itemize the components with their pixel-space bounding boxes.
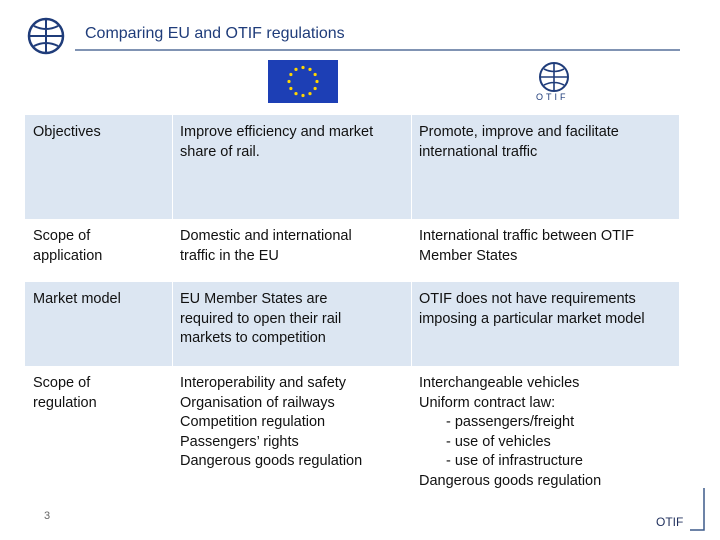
cell-line: markets to competition [180, 330, 326, 346]
star [294, 67, 298, 71]
cell-line: Interchangeable vehicles [419, 375, 580, 391]
page-number: 3 [44, 510, 51, 522]
cell-line: Scope of [33, 228, 91, 244]
cell-line: - use of vehicles [446, 433, 551, 450]
cell-line: international traffic [419, 143, 538, 160]
star [301, 65, 305, 70]
otif-logo-small [27, 17, 65, 55]
star [308, 67, 312, 71]
star [313, 86, 317, 91]
cell-line: Passengers’ rights [180, 433, 299, 450]
cell-line: Dangerous goods regulation [180, 453, 363, 469]
cell-line: Interoperability and safety [180, 375, 347, 391]
star [294, 92, 298, 96]
table-cell: Scope of application [25, 219, 172, 282]
table-cell: Market model [25, 282, 172, 366]
cell-line: imposing a particular market model [419, 310, 645, 327]
star [289, 72, 293, 77]
eu-flag [268, 60, 338, 103]
star [287, 79, 291, 84]
table-cell: Domestic and international traffic in the… [172, 219, 411, 282]
table-cell: EU Member States are required to open the… [172, 282, 411, 366]
cell-line: regulation [33, 394, 97, 411]
table-cell: Improve efficiency and market share of ra… [172, 115, 411, 219]
cell-line: EU Member States are [180, 291, 328, 307]
table-cell: OTIF does not have requirements imposing … [411, 282, 679, 366]
cell-line: traffic in the EU [180, 247, 279, 264]
footer-bracket [690, 488, 705, 531]
cell-line: share of rail. [180, 143, 260, 160]
star [308, 92, 312, 96]
cell-line: required to open their rail [180, 310, 342, 327]
footer-brand: OTIF [656, 515, 684, 529]
cell-line: - passengers/freight [446, 414, 575, 430]
star [315, 79, 319, 84]
cell-line: Competition regulation [180, 414, 326, 430]
cell-line: OTIF does not have requirements [419, 291, 636, 307]
star [313, 72, 317, 77]
table-cell: Scope of regulation [25, 366, 172, 490]
cell-line: Objectives [33, 124, 101, 140]
cell-line: International traffic between OTIF [419, 228, 634, 244]
table-cell: International traffic between OTIF Member… [411, 219, 679, 282]
cell-line: application [33, 247, 103, 264]
cell-line: Domestic and international [180, 228, 352, 244]
cell-line: Dangerous goods regulation [419, 472, 602, 489]
star [289, 86, 293, 91]
table-cell: Objectives [25, 115, 172, 219]
otif-logo-text: OTIF [536, 92, 569, 102]
column-separator [172, 115, 173, 490]
cell-line: Member States [419, 247, 518, 264]
title: Comparing EU and OTIF regulations [85, 25, 345, 42]
cell-line: Scope of [33, 375, 91, 391]
title-rule [75, 49, 680, 51]
cell-line: Promote, improve and facilitate [419, 124, 619, 140]
cell-line: Improve efficiency and market [180, 124, 374, 140]
cell-line: Uniform contract law: [419, 394, 556, 411]
star [301, 93, 305, 98]
column-separator [411, 115, 412, 490]
cell-line: Organisation of railways [180, 394, 335, 411]
otif-logo [539, 62, 569, 92]
table-cell: Interoperability and safety Organisation … [172, 366, 411, 490]
table-cell: Interchangeable vehicles Uniform contract… [411, 366, 679, 490]
table-cell: Promote, improve and facilitate internati… [411, 115, 679, 219]
cell-line: Market model [33, 291, 121, 307]
cell-line: - use of infrastructure [446, 453, 583, 469]
